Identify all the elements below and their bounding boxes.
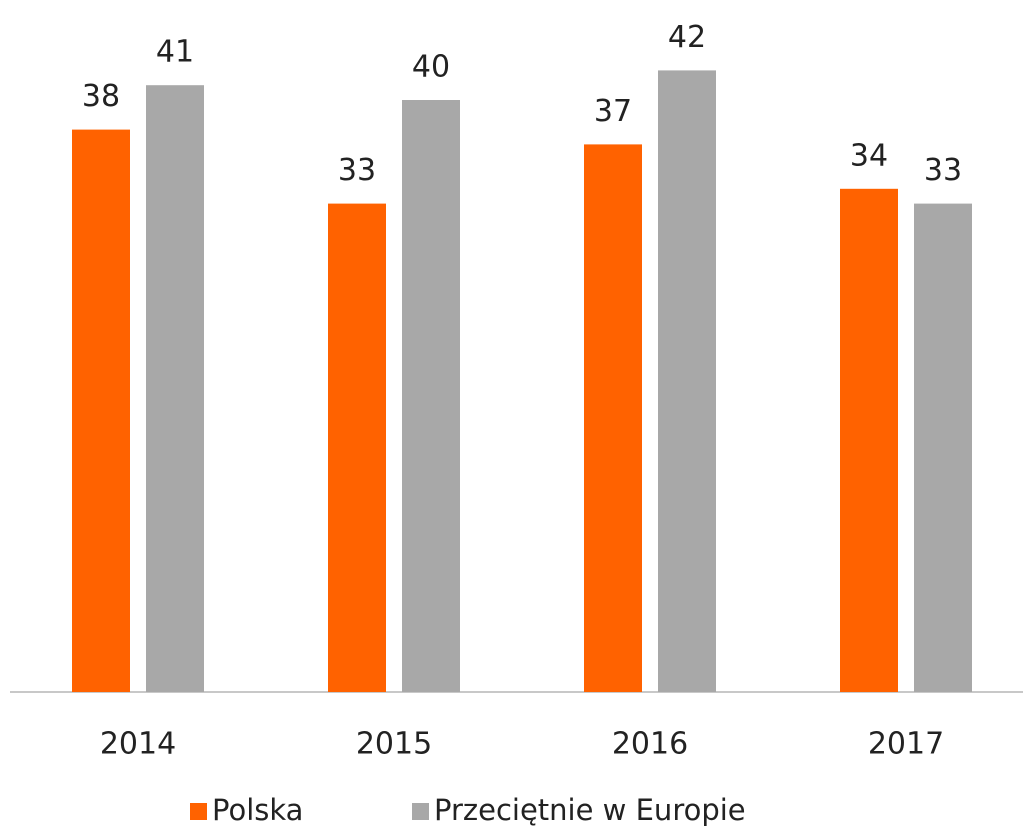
- bar: [840, 188, 898, 693]
- data-label: 33: [924, 153, 962, 188]
- x-tick-label: 2014: [100, 727, 176, 762]
- data-label: 34: [850, 138, 888, 173]
- legend-swatch: [190, 803, 207, 820]
- x-tick-label: 2017: [868, 727, 944, 762]
- data-label: 38: [82, 79, 120, 114]
- bar: [146, 85, 204, 692]
- data-label: 40: [412, 50, 450, 85]
- data-label: 42: [668, 20, 706, 55]
- bar: [402, 100, 460, 692]
- bar: [328, 203, 386, 692]
- bar: [658, 70, 716, 692]
- bar: [72, 129, 130, 693]
- data-label: 37: [594, 94, 632, 129]
- legend-swatch: [412, 803, 429, 820]
- data-label: 41: [156, 35, 194, 70]
- bar: [914, 203, 972, 692]
- legend-label: Przeciętnie w Europie: [434, 793, 746, 827]
- legend-label: Polska: [212, 793, 303, 827]
- bar: [584, 144, 642, 692]
- x-tick-label: 2015: [356, 727, 432, 762]
- data-label: 33: [338, 153, 376, 188]
- x-tick-label: 2016: [612, 727, 688, 762]
